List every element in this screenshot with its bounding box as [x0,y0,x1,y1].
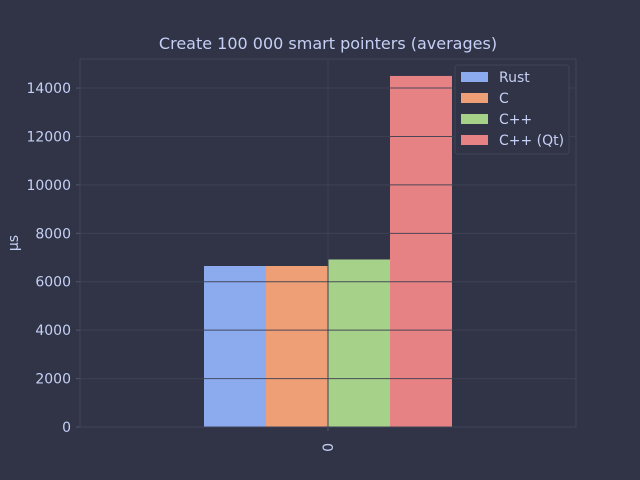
legend-swatch [461,135,488,145]
legend-swatch [461,72,488,82]
bar-c-qt [390,75,452,428]
legend: Rust C C++ C++ (Qt) [454,64,570,155]
plot-frame [79,58,577,428]
y-axis-label: µs [6,235,22,251]
y-tick-label: 10000 [26,178,71,194]
legend-swatch [461,114,488,124]
y-tick-label: 8000 [35,226,71,242]
legend-label: C [499,91,509,107]
bar-c [266,266,328,427]
y-tick-label: 14000 [26,81,71,97]
legend-swatch [461,93,488,103]
chart-title: Create 100 000 smart pointers (averages) [159,34,497,53]
y-tick-label: 6000 [35,275,71,291]
legend-box [454,64,570,155]
legend-label: C++ [499,112,532,128]
x-tick-label: 0 [321,443,337,452]
bar-c [328,259,390,427]
axes: 0 2000 4000 6000 8000 10000 12000 14000 0 [26,58,577,452]
legend-label: Rust [499,70,530,86]
y-tick-label: 4000 [35,323,71,339]
bar-rust [204,266,266,427]
legend-label: C++ (Qt) [499,133,564,149]
y-tick-label: 12000 [26,129,71,145]
y-tick-label: 2000 [35,372,71,388]
bars [80,59,576,428]
y-tick-label: 0 [62,420,71,436]
